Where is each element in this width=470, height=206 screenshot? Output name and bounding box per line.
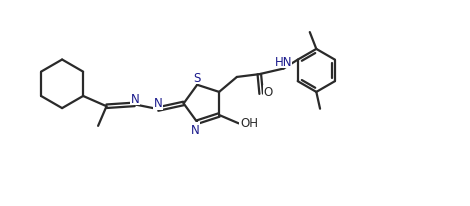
Text: HN: HN <box>274 55 292 68</box>
Text: OH: OH <box>240 116 258 129</box>
Text: O: O <box>263 86 272 99</box>
Text: N: N <box>131 92 140 105</box>
Text: N: N <box>191 123 200 136</box>
Text: S: S <box>194 71 201 84</box>
Text: N: N <box>154 97 163 110</box>
